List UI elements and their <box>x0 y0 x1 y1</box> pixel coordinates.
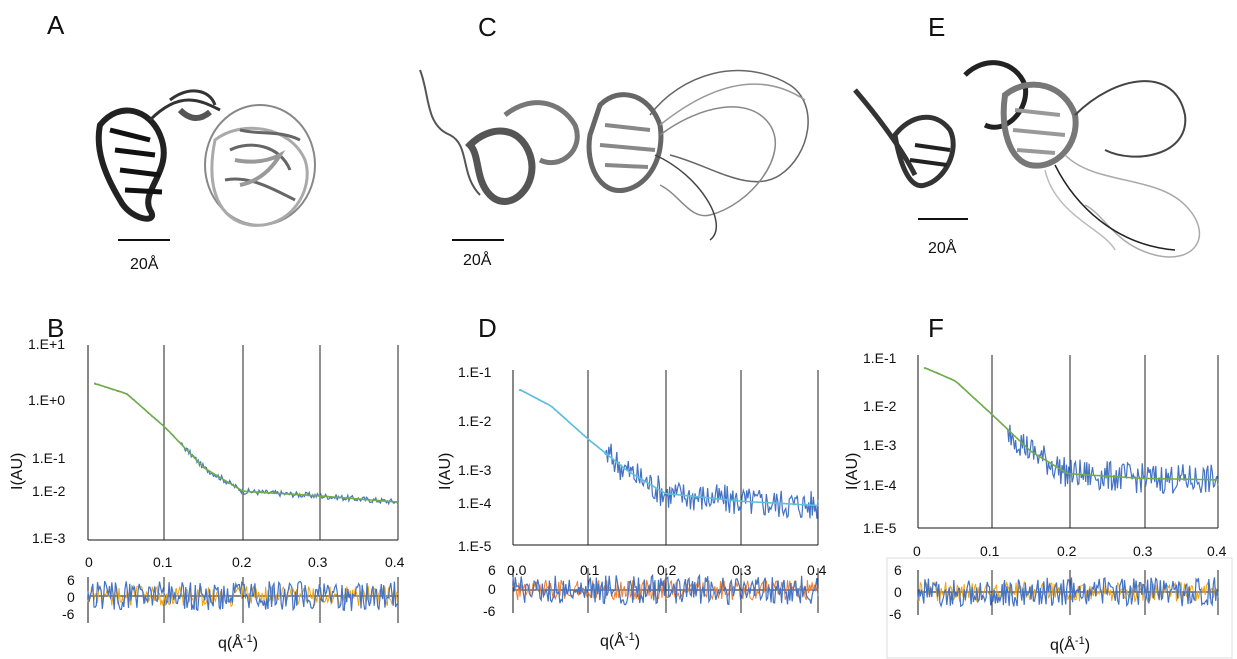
ylabel-D: I(AU) <box>437 453 454 490</box>
restick-D-1: 0 <box>488 581 496 597</box>
ytick-F-3: 1.E-4 <box>863 477 897 493</box>
ytick-D-0: 1.E-1 <box>458 364 492 380</box>
panel-label-C: C <box>478 12 497 42</box>
saxs-plot-B: 1.E+1 1.E+0 1.E-1 1.E-2 1.E-3 I(AU) 0 0.… <box>9 336 405 652</box>
saxs-plot-D: 1.E-1 1.E-2 1.E-3 1.E-4 1.E-5 I(AU) 0.0 … <box>437 364 827 650</box>
xtick-B-1: 0.1 <box>153 554 173 570</box>
ytick-B-0: 1.E+1 <box>28 336 65 352</box>
ytick-D-4: 1.E-5 <box>458 538 492 554</box>
data-series-D <box>518 389 819 519</box>
main-axes-F <box>917 355 1219 615</box>
scale-bar-E <box>918 218 968 220</box>
xlabel-F: q(Å-1) <box>1050 635 1090 654</box>
xlabel-D: q(Å-1) <box>600 631 640 650</box>
ytick-F-0: 1.E-1 <box>863 350 897 366</box>
xlabel-B: q(Å-1) <box>218 633 258 652</box>
ytick-D-1: 1.E-2 <box>458 413 492 429</box>
xtick-D-1: 0.1 <box>580 562 600 578</box>
protein-structure-E <box>853 60 1201 258</box>
restick-D-0: 6 <box>488 562 496 578</box>
xtick-D-3: 0.3 <box>732 562 752 578</box>
fit-series-B <box>94 383 399 503</box>
xtick-B-3: 0.3 <box>308 554 328 570</box>
panel-label-F: F <box>928 313 944 343</box>
scale-bar-A <box>118 239 170 241</box>
xtick-D-4: 0.4 <box>807 562 827 578</box>
ytick-B-3: 1.E-2 <box>32 483 66 499</box>
ytick-B-4: 1.E-3 <box>32 530 66 546</box>
restick-B-0: 6 <box>67 572 75 588</box>
xtick-B-4: 0.4 <box>385 554 405 570</box>
protein-structure-A <box>95 89 316 227</box>
restick-F-2: -6 <box>889 606 902 622</box>
ytick-F-1: 1.E-2 <box>863 398 897 414</box>
xtick-D-0: 0.0 <box>507 562 527 578</box>
restick-F-1: 0 <box>894 584 902 600</box>
residual-B <box>87 580 399 612</box>
ytick-B-2: 1.E-1 <box>32 450 66 466</box>
restick-B-2: -6 <box>62 606 75 622</box>
panel-label-D: D <box>478 313 497 343</box>
ylabel-F: I(AU) <box>844 453 861 490</box>
restick-F-0: 6 <box>894 562 902 578</box>
restick-B-1: 0 <box>67 589 75 605</box>
ytick-F-2: 1.E-3 <box>863 437 897 453</box>
ytick-F-4: 1.E-5 <box>863 520 897 536</box>
panel-label-A: A <box>47 10 65 40</box>
xtick-B-2: 0.2 <box>232 554 252 570</box>
ylabel-B: I(AU) <box>9 453 26 490</box>
xtick-B-0: 0 <box>85 554 93 570</box>
residual-frame-F <box>886 557 1233 659</box>
scale-label-E: 20Å <box>928 240 957 257</box>
saxs-plot-F: 1.E-1 1.E-2 1.E-3 1.E-4 1.E-5 I(AU) 0 0.… <box>844 350 1233 659</box>
xtick-F-1: 0.1 <box>980 543 1000 559</box>
residual-D <box>512 573 819 606</box>
restick-D-2: -6 <box>483 603 496 619</box>
scale-bar-C <box>452 239 504 241</box>
data-series-B <box>94 382 399 506</box>
xtick-F-3: 0.3 <box>1133 543 1153 559</box>
fit-series-D <box>518 389 819 507</box>
scale-label-A: 20Å <box>130 256 159 273</box>
xtick-D-2: 0.2 <box>657 562 677 578</box>
panel-label-E: E <box>928 12 946 42</box>
xtick-F-2: 0.2 <box>1057 543 1077 559</box>
ytick-D-2: 1.E-3 <box>458 462 492 478</box>
xtick-F-0: 0 <box>913 543 921 559</box>
main-axes-B <box>87 345 399 623</box>
scale-label-C: 20Å <box>463 252 492 269</box>
panel-label-B: B <box>47 313 65 343</box>
xtick-F-4: 0.4 <box>1207 543 1227 559</box>
ytick-B-1: 1.E+0 <box>28 392 65 408</box>
main-axes-D <box>512 370 819 613</box>
ytick-D-3: 1.E-4 <box>458 495 492 511</box>
fit-series-F <box>923 367 1218 481</box>
residual-F <box>917 576 1219 608</box>
protein-structure-C <box>419 69 809 241</box>
residual-alt-F <box>917 580 1219 603</box>
